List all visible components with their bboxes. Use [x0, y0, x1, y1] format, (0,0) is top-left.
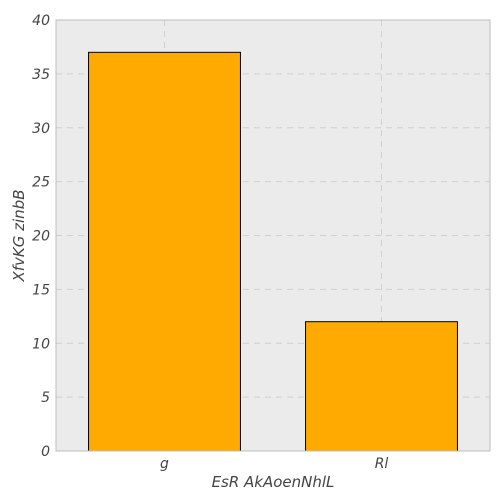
y-tick-label: 5 — [41, 390, 50, 406]
bar-Rl — [305, 321, 458, 452]
y-tick-label: 25 — [32, 175, 50, 191]
y-tick-label: 40 — [32, 13, 50, 29]
x-tick-label: g — [160, 456, 169, 472]
y-tick-label: 30 — [32, 121, 50, 137]
x-axis-label: EsR AkAoenNhlL — [212, 473, 335, 491]
x-tick-label: Rl — [375, 456, 389, 472]
bar-g — [88, 51, 241, 452]
y-tick-label: 10 — [32, 336, 50, 352]
plot-border — [55, 19, 491, 452]
y-tick-label: 0 — [41, 444, 50, 460]
y-tick-labels: 0 5 10 15 20 25 30 35 40 — [32, 13, 50, 460]
x-tick-labels: g Rl — [160, 456, 388, 472]
y-tick-label: 35 — [32, 67, 50, 83]
y-axis-label: XfvKG zinbB — [10, 189, 28, 282]
y-tick-label: 15 — [32, 282, 50, 298]
bars — [88, 51, 458, 452]
y-tick-label: 20 — [32, 229, 50, 245]
